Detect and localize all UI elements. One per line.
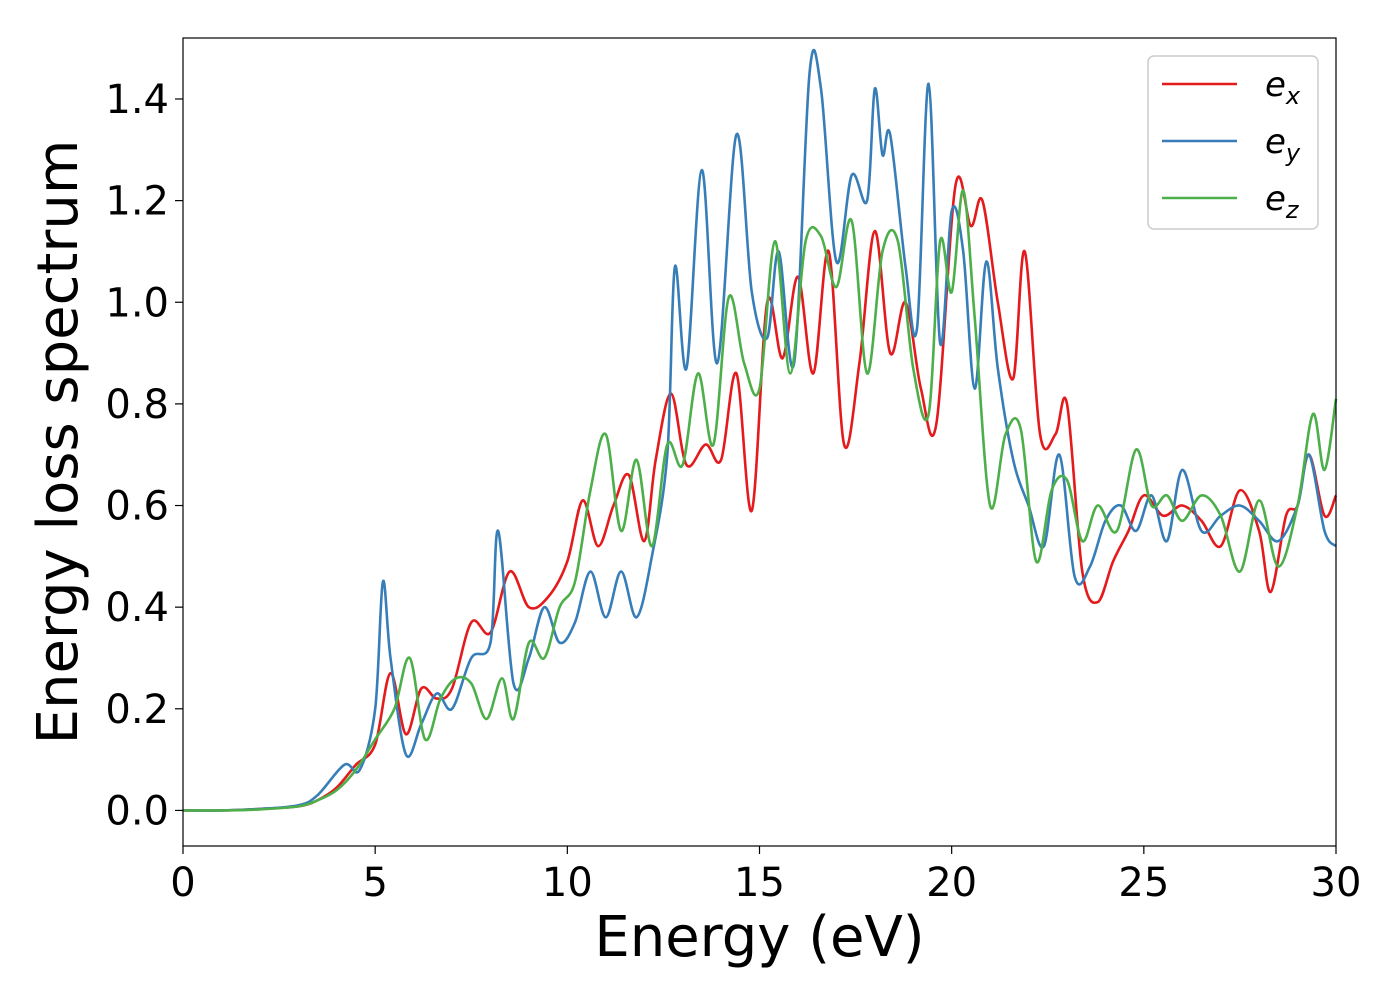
legend-label-y: ey bbox=[1265, 122, 1301, 167]
x-axis-ticks: 0 5 10 15 20 25 30 bbox=[170, 846, 1361, 906]
series-line-z bbox=[182, 189, 1338, 812]
x-tick-label: 15 bbox=[734, 860, 785, 906]
y-axis-title: Energy loss spectrum bbox=[26, 140, 91, 745]
x-tick-label: 10 bbox=[542, 860, 593, 906]
x-tick-label: 5 bbox=[362, 860, 387, 906]
series-layer bbox=[182, 48, 1338, 812]
y-tick-label: 0.2 bbox=[105, 687, 169, 733]
legend: ex ey ez bbox=[1147, 55, 1319, 230]
y-tick-label: 1.4 bbox=[105, 77, 169, 123]
y-tick-label: 0.8 bbox=[105, 382, 169, 428]
x-tick-label: 30 bbox=[1311, 860, 1362, 906]
y-axis-ticks: 0.0 0.2 0.4 0.6 0.8 1.0 1.2 1.4 bbox=[105, 77, 183, 834]
x-tick-label: 0 bbox=[170, 860, 195, 906]
y-tick-label: 0.0 bbox=[105, 788, 169, 834]
y-tick-label: 1.0 bbox=[105, 280, 169, 326]
y-tick-label: 0.4 bbox=[105, 585, 169, 631]
x-tick-label: 20 bbox=[926, 860, 977, 906]
y-tick-label: 0.6 bbox=[105, 484, 169, 530]
legend-box bbox=[1147, 55, 1319, 230]
y-tick-label: 1.2 bbox=[105, 179, 169, 225]
series-line-y bbox=[182, 48, 1338, 812]
legend-label-x: ex bbox=[1265, 65, 1301, 110]
legend-label-z: ez bbox=[1265, 179, 1300, 224]
x-axis-title: Energy (eV) bbox=[594, 905, 924, 970]
x-tick-label: 25 bbox=[1118, 860, 1169, 906]
series-line-x bbox=[182, 175, 1338, 812]
